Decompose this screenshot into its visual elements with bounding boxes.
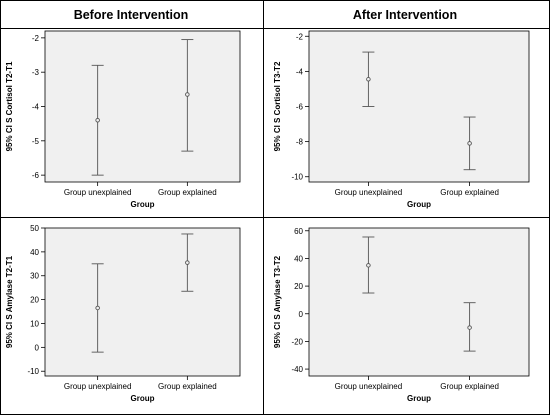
x-tick-label: Group explained (440, 382, 499, 391)
mean-point (366, 77, 371, 82)
y-tick-label: 40 (294, 254, 303, 263)
mean-point (366, 263, 371, 268)
mean-point (185, 92, 190, 97)
y-tick-label: -2 (32, 34, 40, 43)
y-tick-label: 30 (30, 272, 39, 281)
plot-area (44, 30, 241, 183)
charts-group: -6 -5 -4 -3 -2 Group unexplained Group explain… (5, 30, 530, 403)
y-tick-label: -2 (296, 32, 304, 41)
y-tick-label: -40 (291, 365, 303, 374)
mean-point (95, 305, 100, 311)
y-tick-label: -10 (291, 173, 303, 182)
y-tick-label: -4 (32, 103, 40, 112)
y-tick-label: 60 (294, 227, 303, 236)
plot-area (44, 227, 241, 377)
y-axis-title: 95% CI S Cortisol T3-T2 (273, 61, 282, 151)
mean-point (467, 325, 472, 330)
y-tick-label: -3 (32, 68, 40, 77)
y-tick-label: -6 (32, 171, 40, 180)
y-axis-title: 95% CI S Cortisol T2-T1 (5, 61, 14, 151)
x-axis-title: Group (131, 394, 155, 403)
mean-point (467, 141, 472, 146)
y-tick-label: 40 (30, 248, 39, 257)
chart-4: -40 -20 0 20 40 60 Group unexplained Group expl… (273, 227, 530, 403)
y-tick-label: 10 (30, 319, 39, 328)
y-tick-label: 20 (30, 296, 39, 305)
chart-1: -6 -5 -4 -3 -2 Group unexplained Group explain… (5, 30, 241, 209)
x-axis-title: Group (407, 394, 431, 403)
x-tick-label: Group unexplained (64, 188, 132, 197)
y-tick-label: -5 (32, 137, 40, 146)
y-tick-label: -6 (296, 103, 304, 112)
mean-point (185, 260, 190, 265)
plot-area (308, 227, 530, 377)
y-axis-title: 95% CI S Amylase T2-T1 (5, 255, 14, 348)
x-tick-label: Group explained (158, 382, 217, 391)
y-tick-label: -10 (27, 367, 39, 376)
x-tick-label: Group explained (158, 188, 217, 197)
x-tick-label: Group unexplained (335, 382, 403, 391)
y-tick-label: 50 (30, 224, 39, 233)
y-tick-label: 0 (35, 343, 40, 352)
y-tick-label: 0 (299, 310, 304, 319)
y-tick-label: -4 (296, 67, 304, 76)
y-tick-label: -20 (291, 337, 303, 346)
chart-2: -10 -8 -6 -4 -2 Group unexplained Group explai… (273, 30, 530, 209)
header-before: Before Intervention (74, 8, 189, 22)
chart-3: -10 0 10 20 30 40 50 Group unexplained Group exp… (5, 224, 241, 403)
mean-point (95, 117, 100, 123)
x-axis-title: Group (407, 200, 431, 209)
plot-area (308, 30, 530, 183)
x-axis-title: Group (131, 200, 155, 209)
y-axis-title: 95% CI S Amylase T3-T2 (273, 255, 282, 348)
x-tick-label: Group explained (440, 188, 499, 197)
x-tick-label: Group unexplained (64, 382, 132, 391)
header-after: After Intervention (353, 8, 457, 22)
y-tick-label: -8 (296, 138, 304, 147)
x-tick-label: Group unexplained (335, 188, 403, 197)
y-tick-label: 20 (294, 282, 303, 291)
